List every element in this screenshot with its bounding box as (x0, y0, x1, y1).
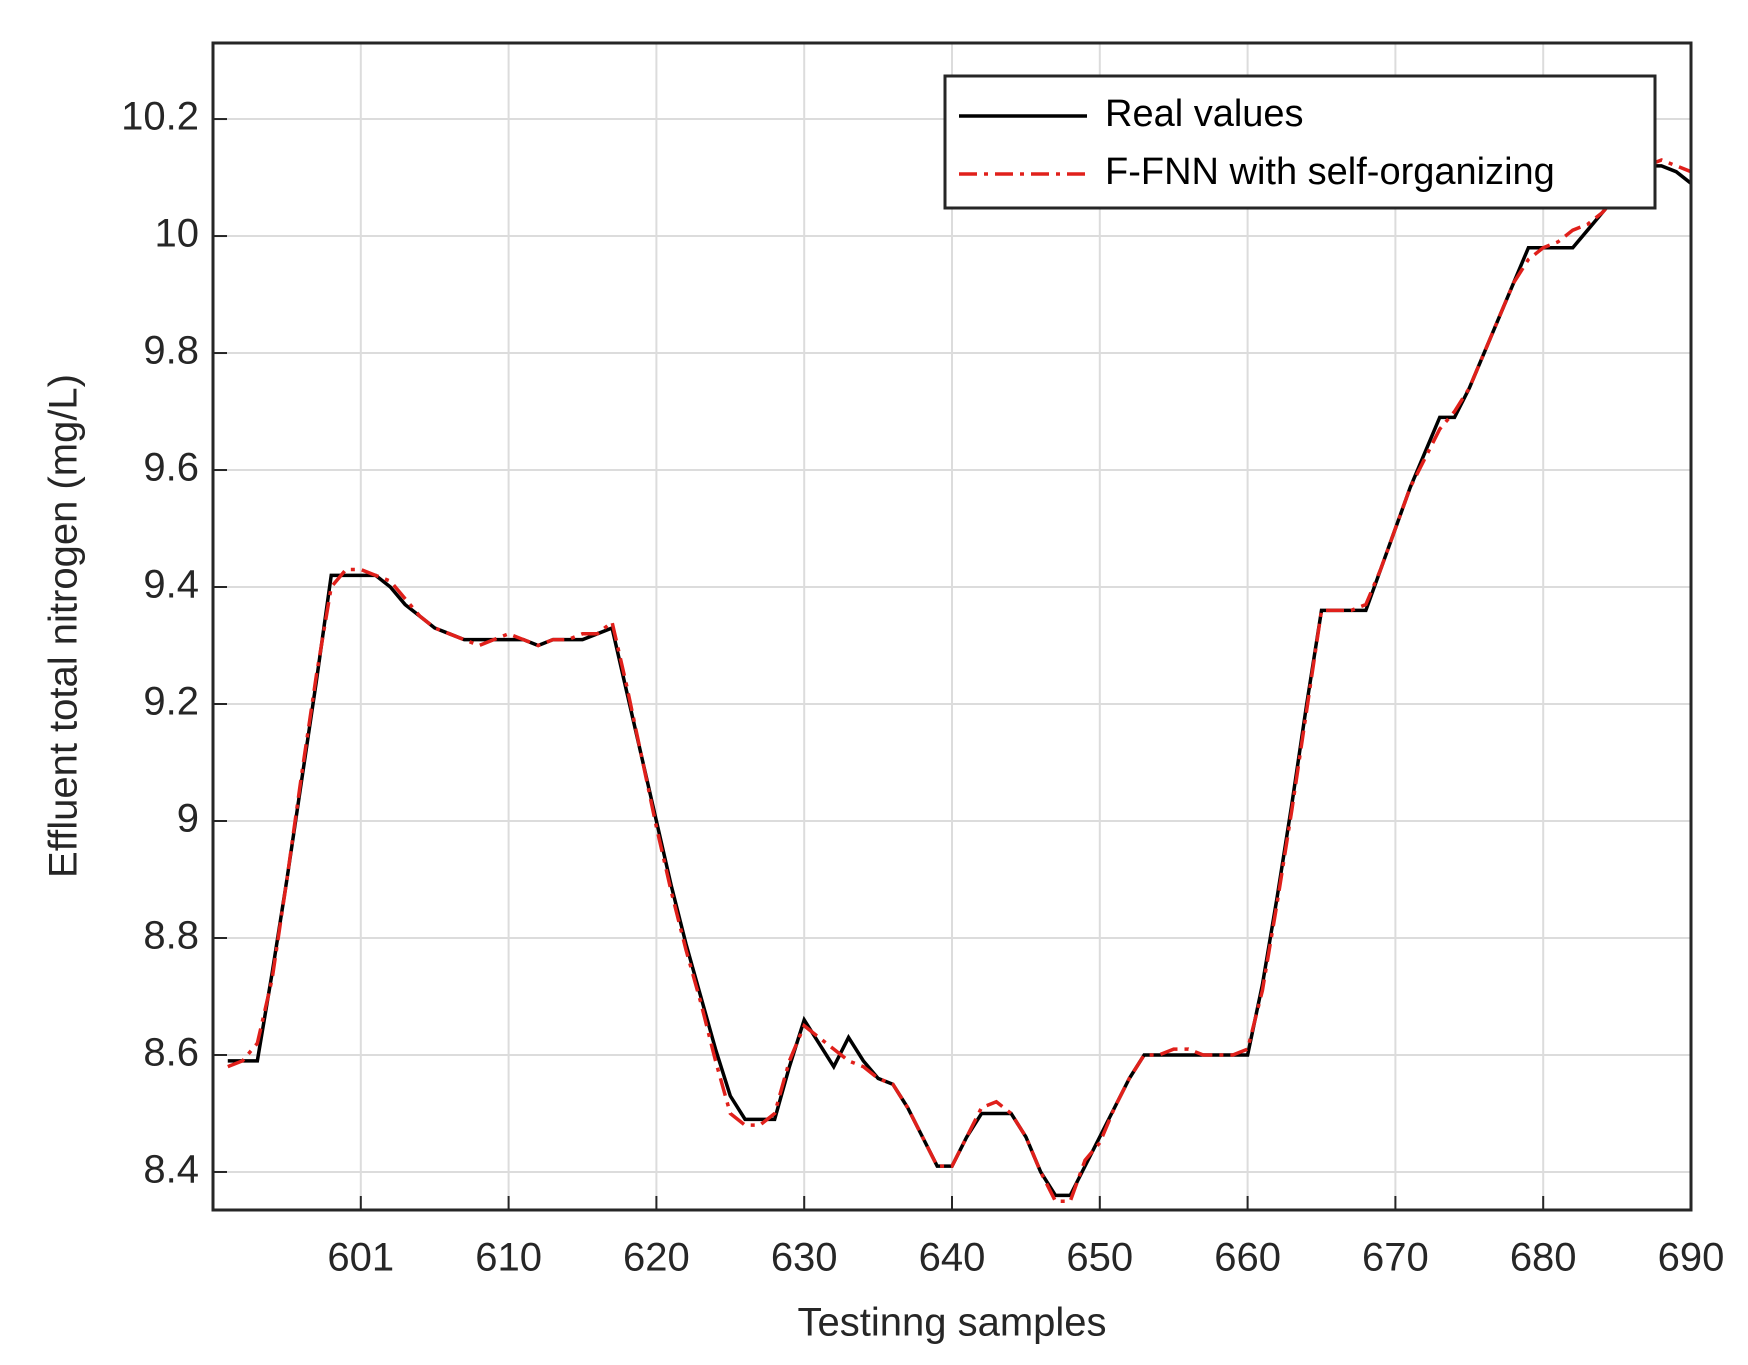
x-tick-label: 660 (1214, 1236, 1281, 1280)
y-tick-label: 10 (155, 212, 200, 256)
x-tick-label: 680 (1510, 1236, 1577, 1280)
legend-label: F-FNN with self-organizing (1105, 151, 1555, 193)
y-tick-label: 9.8 (143, 329, 199, 373)
y-tick-label: 9.4 (143, 563, 199, 607)
legend-box (943, 74, 1657, 210)
x-tick-label: 640 (919, 1236, 986, 1280)
x-tick-label: 670 (1362, 1236, 1429, 1280)
y-tick-label: 9.6 (143, 446, 199, 490)
y-tick-label: 9.2 (143, 680, 199, 724)
x-axis-label: Testinng samples (797, 1301, 1106, 1345)
data-line (227, 158, 1691, 1203)
y-axis-label: Effluent total nitrogen (mg/L) (42, 374, 86, 878)
x-tick-label: 610 (475, 1236, 542, 1280)
axes-box (211, 41, 1693, 1212)
x-tick-label: 630 (771, 1236, 838, 1280)
x-tick-label: 601 (327, 1236, 394, 1280)
x-tick-label: 690 (1658, 1236, 1725, 1280)
legend-label: Real values (1105, 93, 1304, 135)
x-tick-label: 650 (1066, 1236, 1133, 1280)
y-tick-label: 8.8 (143, 914, 199, 958)
y-tick-label: 10.2 (121, 95, 199, 139)
y-tick-label: 8.6 (143, 1031, 199, 1075)
y-tick-label: 8.4 (143, 1148, 199, 1192)
y-tick-label: 9 (177, 797, 199, 841)
x-tick-label: 620 (623, 1236, 690, 1280)
